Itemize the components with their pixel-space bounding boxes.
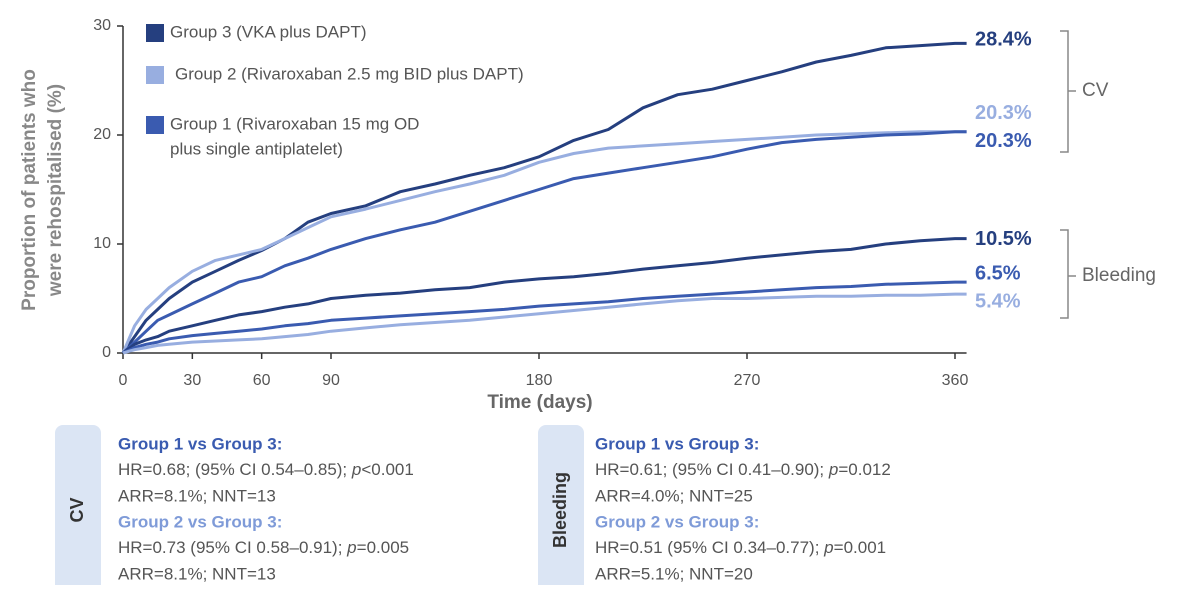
comparison-title: Group 1 vs Group 3:: [595, 434, 759, 453]
comparison-title: Group 1 vs Group 3:: [118, 434, 282, 453]
value-label: 10.5%: [975, 228, 1032, 250]
p-value: =0.001: [834, 538, 886, 557]
value-label: 5.4%: [975, 290, 1021, 312]
y-axis-label: Proportion of patients who: [19, 69, 40, 311]
line: [123, 294, 967, 353]
line: [123, 132, 967, 353]
hr-line: HR=0.61; (95% CI 0.41–0.90); p=0.012: [595, 460, 891, 479]
chart: Proportion of patients who were rehospit…: [0, 0, 1198, 585]
bracket-label: Bleeding: [1082, 265, 1156, 286]
p-symbol: p: [351, 460, 361, 479]
hr-line: HR=0.73 (95% CI 0.58–0.91); p=0.005: [118, 538, 409, 557]
x-tick-label: 30: [183, 372, 201, 389]
legend-label: plus single antiplatelet): [170, 139, 343, 158]
panel-label: Bleeding: [550, 472, 570, 548]
y-tick-label: 30: [93, 17, 111, 34]
legend-label: Group 2 (Rivaroxaban 2.5 mg BID plus DAP…: [175, 64, 524, 83]
p-value: <0.001: [361, 460, 413, 479]
value-label: 28.4%: [975, 29, 1032, 51]
page: Proportion of patients who were rehospit…: [0, 0, 1198, 585]
y-tick-label: 20: [93, 126, 111, 143]
legend-swatch: [146, 116, 164, 134]
y-axis-label: were rehospitalised (%): [45, 84, 66, 297]
arr-line: ARR=5.1%; NNT=20: [595, 564, 753, 583]
bracket: [1060, 230, 1076, 318]
line: [123, 132, 967, 353]
hr-text: HR=0.73 (95% CI 0.58–0.91);: [118, 538, 347, 557]
y-tick-label: 10: [93, 235, 111, 252]
hr-text: HR=0.61; (95% CI 0.41–0.90);: [595, 460, 829, 479]
legend-label: Group 3 (VKA plus DAPT): [170, 22, 367, 41]
arr-line: ARR=8.1%; NNT=13: [118, 564, 276, 583]
comparison-title: Group 2 vs Group 3:: [118, 512, 282, 531]
p-value: =0.012: [838, 460, 890, 479]
p-symbol: p: [346, 538, 356, 557]
value-label: 20.3%: [975, 130, 1032, 152]
value-label: 20.3%: [975, 102, 1032, 124]
p-symbol: p: [823, 538, 833, 557]
x-tick-label: 360: [942, 372, 969, 389]
hr-text: HR=0.68; (95% CI 0.54–0.85);: [118, 460, 352, 479]
hr-text: HR=0.51 (95% CI 0.34–0.77);: [595, 538, 824, 557]
bracket-label: CV: [1082, 80, 1109, 101]
hr-line: HR=0.68; (95% CI 0.54–0.85); p<0.001: [118, 460, 414, 479]
legend-label: Group 1 (Rivaroxaban 15 mg OD: [170, 114, 419, 133]
comparison-title: Group 2 vs Group 3:: [595, 512, 759, 531]
x-tick-label: 60: [253, 372, 271, 389]
bracket: [1060, 31, 1076, 152]
p-value: =0.005: [357, 538, 409, 557]
legend-swatch: [146, 24, 164, 42]
x-tick-label: 180: [526, 372, 553, 389]
legend-swatch: [146, 66, 164, 84]
p-symbol: p: [828, 460, 838, 479]
panel-label: CV: [67, 497, 87, 522]
y-tick-label: 0: [102, 344, 111, 361]
arr-line: ARR=8.1%; NNT=13: [118, 486, 276, 505]
hr-line: HR=0.51 (95% CI 0.34–0.77); p=0.001: [595, 538, 886, 557]
x-tick-label: 90: [322, 372, 340, 389]
arr-line: ARR=4.0%; NNT=25: [595, 486, 753, 505]
line: [123, 282, 967, 353]
x-tick-label: 270: [734, 372, 761, 389]
value-label: 6.5%: [975, 262, 1021, 284]
x-axis-label: Time (days): [487, 392, 592, 413]
x-tick-label: 0: [119, 372, 128, 389]
